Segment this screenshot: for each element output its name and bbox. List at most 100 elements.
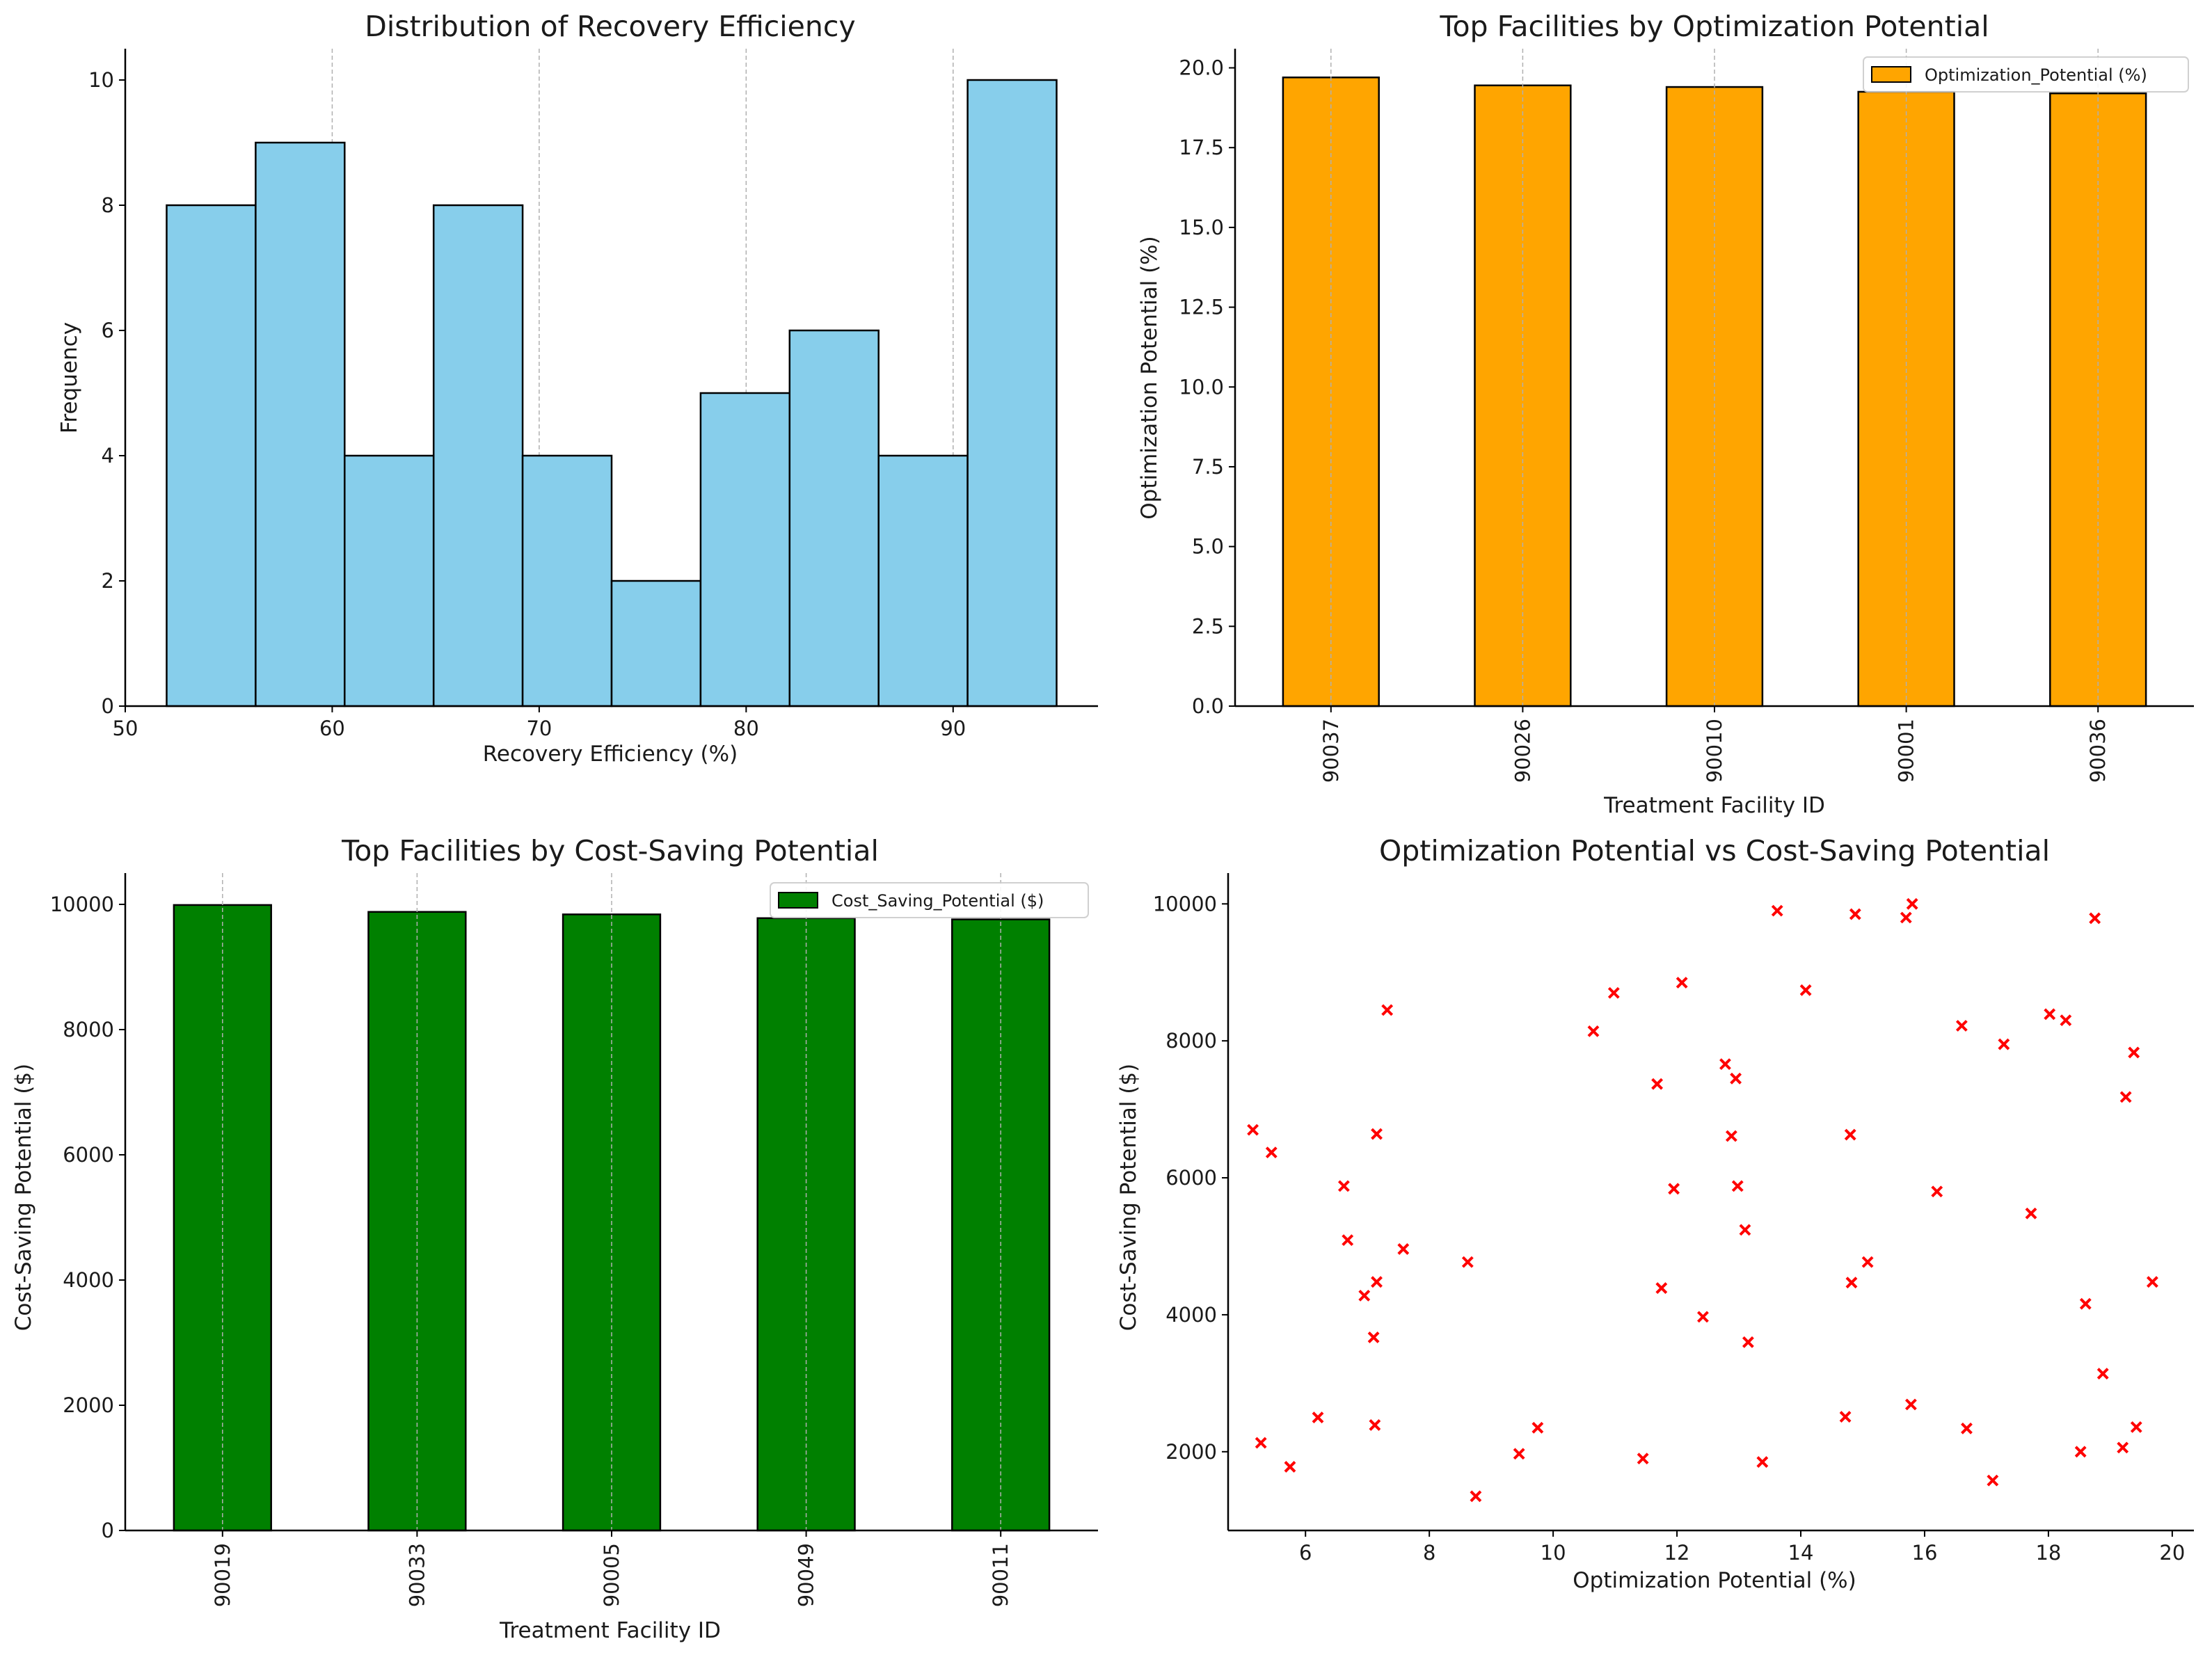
y-tick-label: 2.5	[1192, 614, 1224, 638]
scatter-point	[1931, 1185, 1943, 1198]
x-tick-label: 60	[319, 717, 345, 740]
y-tick-label: 4000	[1165, 1303, 1217, 1327]
y-axis-label: Frequency	[57, 322, 82, 433]
y-tick-label: 10000	[1153, 892, 1217, 916]
scatter-point	[1861, 1256, 1874, 1268]
x-tick-label: 10	[1541, 1541, 1566, 1565]
scatter-point	[2025, 1207, 2037, 1220]
x-axis-label: Recovery Efficiency (%)	[483, 742, 738, 767]
histogram-bar	[610, 579, 702, 707]
y-tick-label: 10000	[50, 893, 114, 916]
scatter-point	[1697, 1311, 1709, 1323]
scatter-point	[1987, 1474, 1999, 1487]
scatter-point	[1255, 1437, 1267, 1449]
histogram-bar	[699, 392, 791, 707]
y-tick-label: 5.0	[1192, 535, 1224, 559]
legend-label: Optimization_Potential (%)	[1925, 65, 2147, 85]
scatter-point	[2079, 1297, 2092, 1310]
chart-title: Optimization Potential vs Cost-Saving Po…	[1379, 834, 2050, 868]
scatter-point	[1637, 1453, 1649, 1465]
scatter-point	[1730, 1072, 1742, 1085]
x-tick-label: 14	[1788, 1541, 1814, 1565]
x-tick-label: 8	[1423, 1541, 1435, 1565]
scatter-point	[1844, 1128, 1856, 1141]
cost-saving-bar-panel: 0 2000 4000 6000 8000 10000 90019 90033 90005 900…	[11, 834, 1098, 1643]
legend-swatch	[1871, 66, 1911, 83]
histogram-bar	[166, 204, 257, 707]
scatter-point	[1371, 1128, 1383, 1140]
y-tick-label: 17.5	[1179, 136, 1224, 159]
scatter-point	[1371, 1276, 1383, 1288]
scatter-point	[1381, 1004, 1394, 1016]
scatter-point	[1312, 1412, 1324, 1423]
x-tick-label: 90049	[795, 1543, 818, 1607]
y-tick-label: 0	[102, 1519, 114, 1542]
scatter-point	[1900, 911, 1912, 924]
x-tick-label: 90036	[2086, 719, 2110, 783]
scatter-point	[1731, 1180, 1744, 1192]
y-tick-label: 2	[102, 569, 114, 593]
x-tick-label: 90010	[1703, 719, 1726, 783]
x-tick-label: 90005	[600, 1543, 623, 1607]
histogram-bar	[344, 454, 435, 707]
y-tick-label: 2000	[63, 1393, 114, 1417]
scatter-panel: 2000 4000 6000 8000 10000 6 8 10 12 14 16 18 20 Opti…	[1116, 834, 2194, 1593]
y-tick-label: 10	[88, 68, 114, 92]
y-tick-label: 10.0	[1179, 375, 1224, 399]
x-tick-label: 16	[1912, 1541, 1938, 1565]
scatter-point	[1739, 1224, 1751, 1236]
y-tick-label: 8000	[1165, 1029, 1217, 1053]
scatter-point	[2130, 1421, 2142, 1433]
scatter-point	[1247, 1124, 1259, 1136]
scatter-point	[1756, 1456, 1769, 1468]
scatter-point	[1955, 1020, 1968, 1032]
x-axis-label: Optimization Potential (%)	[1573, 1568, 1856, 1593]
x-tick-label: 80	[733, 717, 759, 740]
histogram-bar	[788, 329, 880, 707]
chart-title: Top Facilities by Cost-Saving Potential	[341, 834, 879, 868]
scatter-point	[1284, 1461, 1296, 1473]
legend: Optimization_Potential (%)	[1863, 56, 2189, 93]
scatter-point	[1461, 1256, 1474, 1268]
scatter-point	[1742, 1336, 1754, 1348]
x-tick-label: 90011	[989, 1543, 1012, 1607]
scatter-point	[2117, 1441, 2129, 1454]
x-tick-label: 18	[2035, 1541, 2061, 1565]
scatter-point	[1849, 908, 1861, 920]
scatter-point	[1771, 904, 1783, 917]
scatter-point	[2096, 1368, 2109, 1380]
y-axis-label: Cost-Saving Potential ($)	[1116, 1064, 1141, 1332]
scatter-point	[1337, 1180, 1350, 1192]
histogram-panel: 0 2 4 6 8 10 50 60 70 80 90 Distribution of Recove…	[57, 10, 1098, 767]
chart-title: Distribution of Recovery Efficiency	[365, 10, 855, 43]
scatter-point	[1358, 1289, 1371, 1302]
x-tick-label: 6	[1299, 1541, 1312, 1565]
scatter-point	[1342, 1234, 1354, 1247]
scatter-point	[1799, 984, 1812, 996]
x-tick-label: 70	[526, 717, 552, 740]
x-axis-label: Treatment Facility ID	[1603, 793, 1825, 818]
scatter-point	[1513, 1448, 1525, 1460]
scatter-point	[2128, 1046, 2140, 1059]
histogram-bar	[432, 204, 524, 707]
y-tick-label: 0.0	[1192, 694, 1224, 718]
y-tick-label: 2000	[1165, 1440, 1217, 1464]
y-tick-label: 0	[102, 694, 114, 718]
scatter-point	[2146, 1276, 2158, 1288]
scatter-point	[1369, 1418, 1381, 1431]
x-tick-label: 90033	[405, 1543, 429, 1607]
y-tick-label: 6000	[63, 1143, 114, 1167]
x-tick-label: 90037	[1319, 719, 1343, 783]
scatter-point	[2074, 1446, 2087, 1458]
x-tick-label: 12	[1664, 1541, 1690, 1565]
y-tick-label: 15.0	[1179, 216, 1224, 239]
x-axis-label: Treatment Facility ID	[499, 1618, 721, 1643]
legend-frame	[770, 882, 1089, 918]
scatter-point	[1676, 977, 1688, 989]
y-tick-label: 12.5	[1179, 296, 1224, 319]
scatter-point	[2044, 1008, 2056, 1021]
histogram-bar	[966, 79, 1058, 707]
y-tick-label: 4	[102, 444, 114, 467]
x-tick-label: 50	[113, 717, 138, 740]
